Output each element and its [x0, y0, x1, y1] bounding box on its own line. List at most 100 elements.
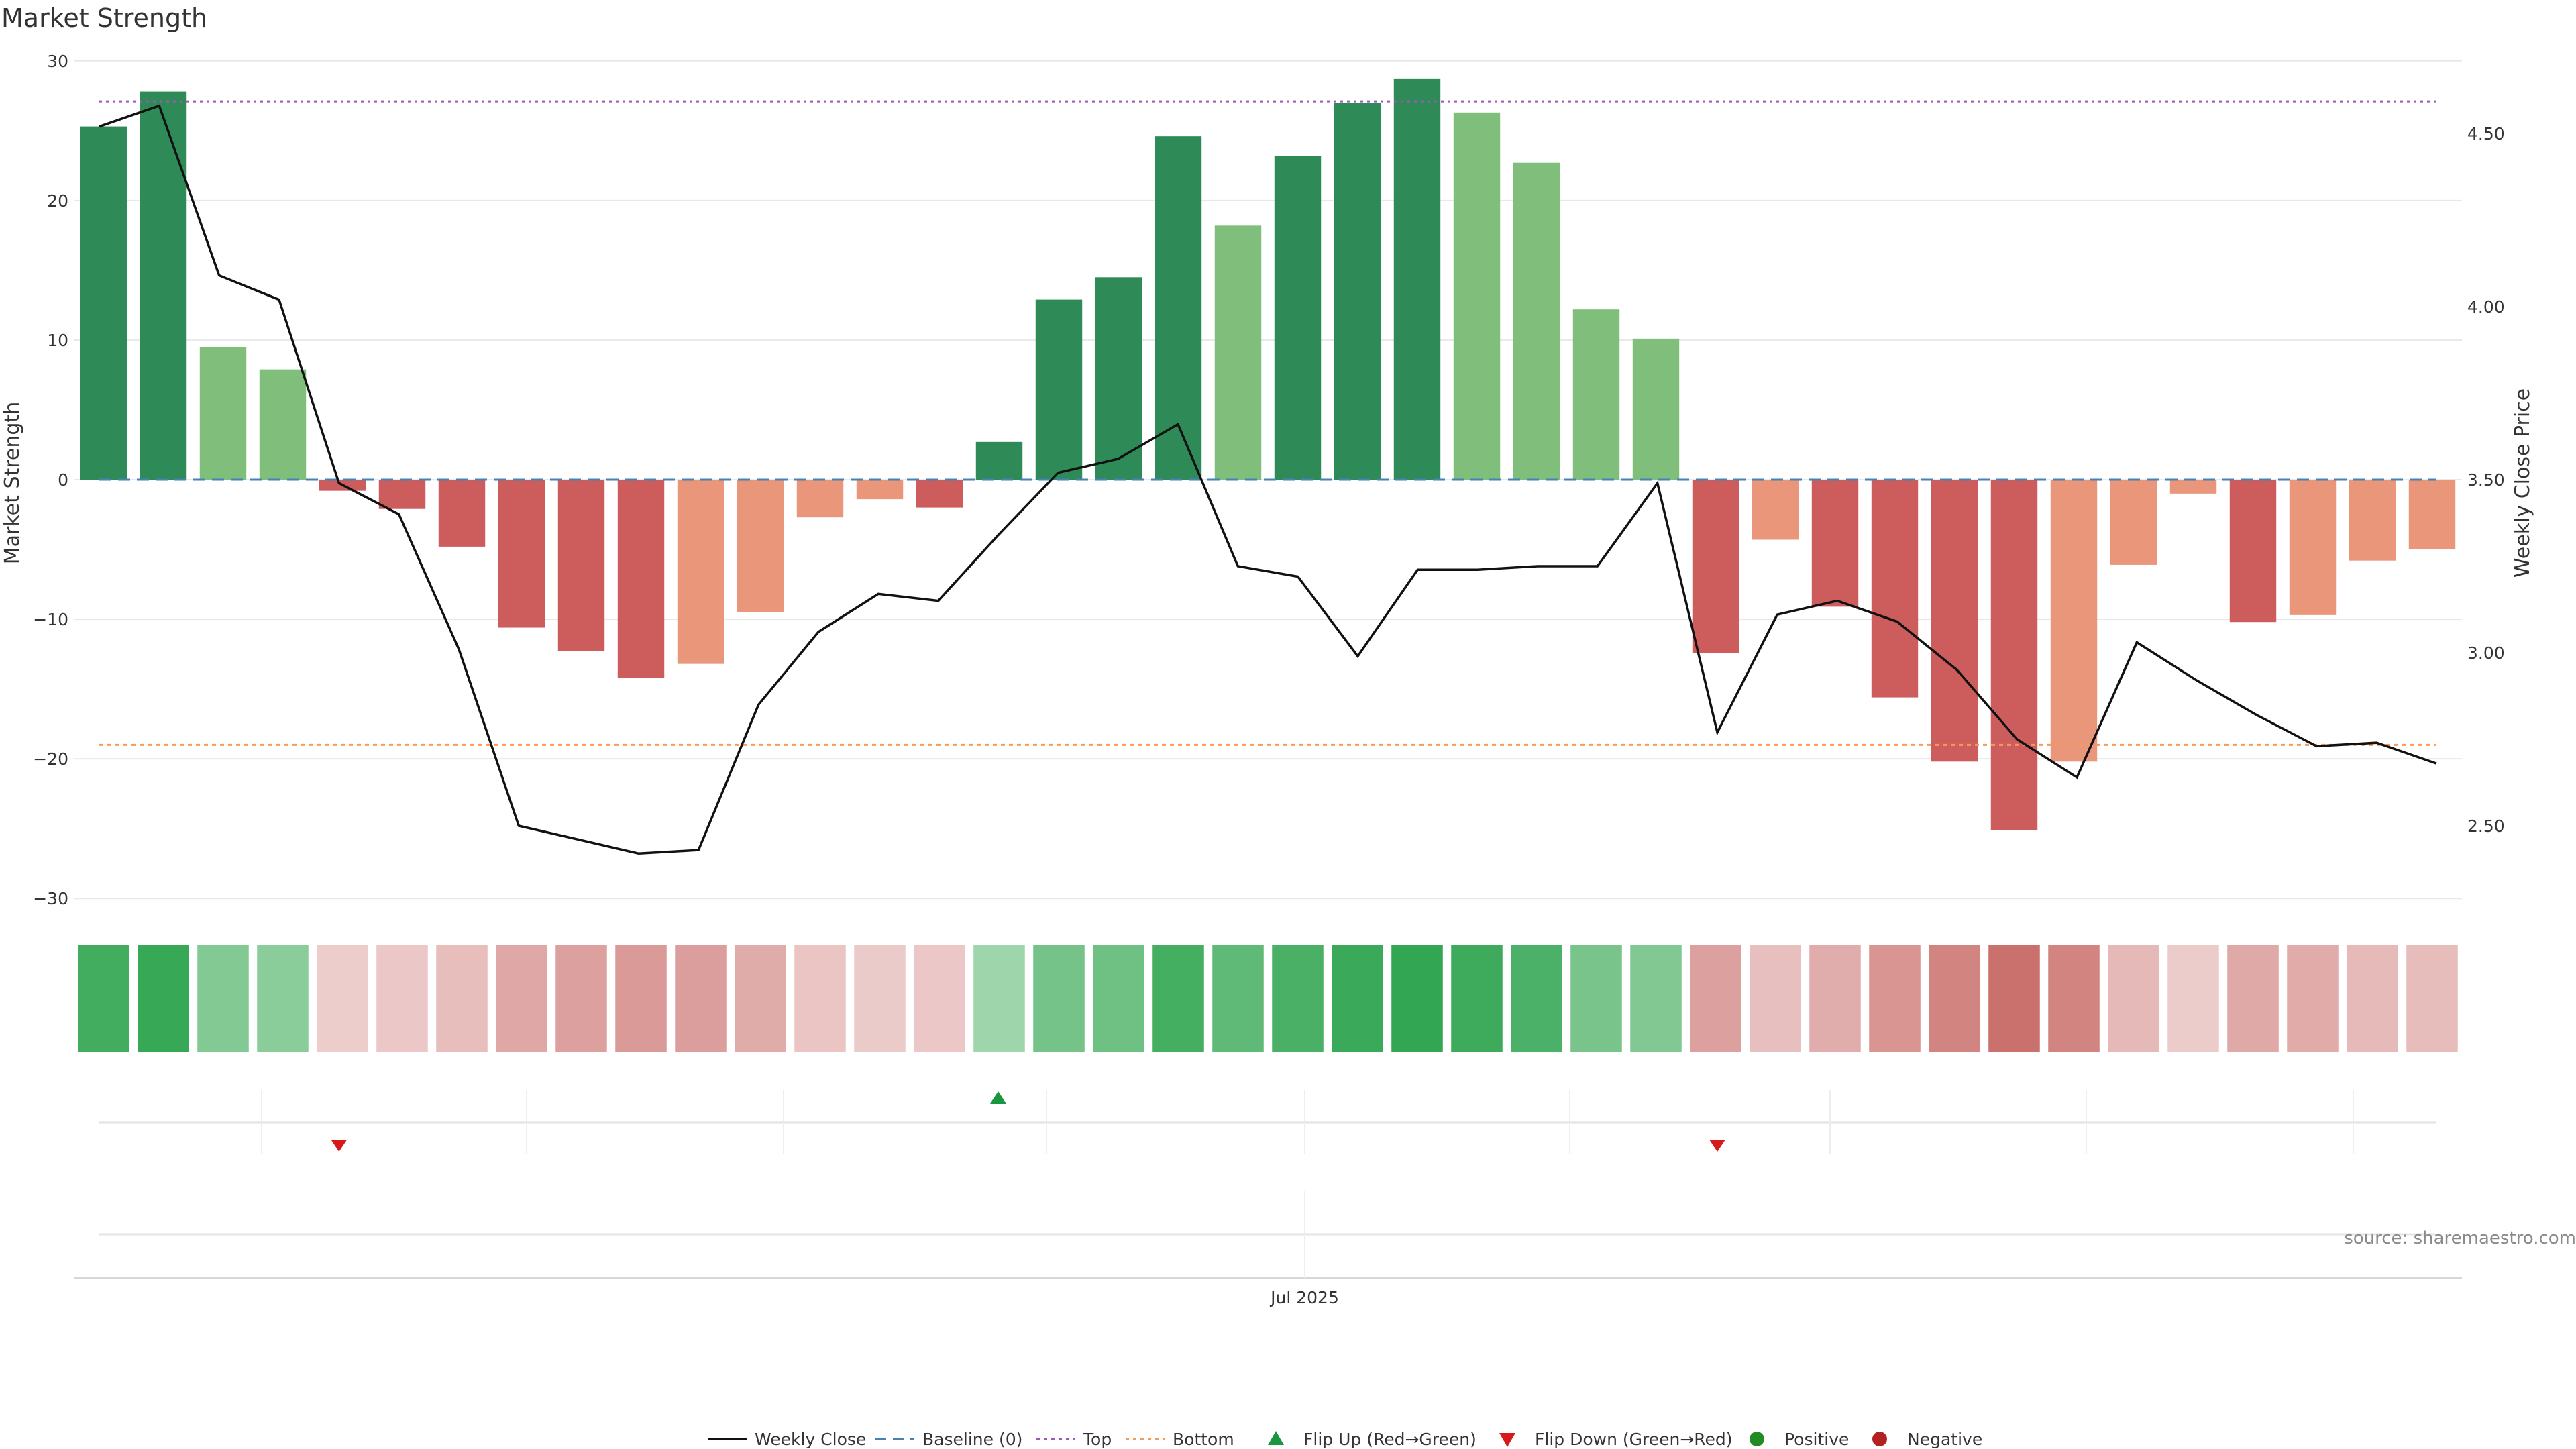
heat-cell [2048, 945, 2100, 1052]
strength-bar [378, 480, 426, 509]
strength-bar [2110, 480, 2157, 565]
flip-down-marker [331, 1140, 347, 1152]
legend-triangle-down-icon [1499, 1433, 1515, 1447]
strength-bar [856, 480, 904, 500]
strength-bar [2408, 480, 2456, 550]
strength-bar [1035, 299, 1083, 480]
y2-tick-label: 4.50 [2467, 124, 2505, 144]
y-tick-label: 20 [47, 191, 68, 211]
y-axis-label: Market Strength [1, 402, 24, 564]
date-panel: Jul 2025 [74, 1191, 2462, 1307]
legend-triangle-up-icon [1268, 1431, 1284, 1445]
legend-label: Bottom [1173, 1430, 1234, 1449]
heat-cell [1511, 945, 1562, 1052]
strength-bar [557, 480, 605, 651]
heat-cell [496, 945, 547, 1052]
strength-bar [1752, 480, 1799, 540]
strength-bar [1513, 162, 1560, 480]
heat-cell [2406, 945, 2458, 1052]
heat-cell [735, 945, 786, 1052]
y-tick-label: −10 [33, 610, 68, 629]
legend-circle-icon [1750, 1432, 1764, 1446]
heat-cell [1451, 945, 1503, 1052]
x-tick-label: Jul 2025 [1269, 1288, 1339, 1307]
y-tick-label: 0 [58, 470, 68, 490]
strength-bar [1990, 480, 2038, 830]
heat-cell [1391, 945, 1443, 1052]
heat-cell [1570, 945, 1622, 1052]
legend-label: Negative [1907, 1430, 1982, 1449]
strength-bar [1453, 112, 1501, 480]
strength-bar [1274, 156, 1322, 480]
heat-cell [1212, 945, 1264, 1052]
heat-cell [1152, 945, 1204, 1052]
legend-label: Positive [1784, 1430, 1849, 1449]
flip-down-marker [1709, 1140, 1725, 1152]
strength-bar [140, 91, 187, 480]
legend-label: Top [1083, 1430, 1112, 1449]
y2-axis-label: Weekly Close Price [2511, 388, 2534, 578]
strength-bar [438, 480, 486, 547]
heat-cell [197, 945, 249, 1052]
heat-cell [2108, 945, 2159, 1052]
y-tick-label: −30 [33, 889, 68, 908]
heat-cell [914, 945, 965, 1052]
strength-bar [975, 441, 1023, 480]
reference-lines [99, 100, 2436, 746]
weekly-close-line [99, 104, 2437, 855]
heat-cell [78, 945, 129, 1052]
strength-bar [199, 347, 247, 480]
source-note: source: sharemaestro.com [2344, 1228, 2576, 1248]
strength-bar [617, 480, 665, 678]
legend-label: Baseline (0) [922, 1430, 1022, 1449]
heat-cell [376, 945, 428, 1052]
heat-cell [1929, 945, 1980, 1052]
strength-bar [1334, 103, 1381, 480]
heat-cell [257, 945, 309, 1052]
y2-tick-label: 2.50 [2467, 816, 2505, 836]
y2-tick-label: 3.50 [2467, 470, 2505, 490]
heat-cell [1093, 945, 1144, 1052]
legend-label: Weekly Close [755, 1430, 866, 1449]
heat-cell [615, 945, 667, 1052]
heat-cell [1750, 945, 1801, 1052]
strength-bar [796, 480, 844, 518]
heat-cell [1630, 945, 1682, 1052]
strength-bar [1931, 480, 1978, 762]
heat-cell [1869, 945, 1921, 1052]
heat-cell [138, 945, 189, 1052]
strength-bar [2050, 480, 2098, 762]
heat-cell [2167, 945, 2219, 1052]
legend-label: Flip Down (Green→Red) [1535, 1430, 1733, 1449]
left-axis-ticks: 30 20 10 0 −10 −20 −30 [33, 52, 68, 908]
strength-bar [737, 480, 784, 612]
heat-cell [1033, 945, 1085, 1052]
strength-bar [1692, 480, 1739, 653]
strength-bar [1871, 480, 1919, 698]
heat-cell [2347, 945, 2398, 1052]
legend-circle-icon [1872, 1432, 1887, 1446]
strength-bar [1811, 480, 1859, 607]
heat-cell [317, 945, 368, 1052]
strength-bar [2229, 480, 2277, 623]
heat-cell [854, 945, 906, 1052]
heat-cell [1332, 945, 1383, 1052]
heat-strip [78, 945, 2458, 1052]
strength-bar [498, 480, 545, 628]
strength-bar [916, 480, 963, 508]
heat-cell [1690, 945, 1741, 1052]
strength-bar [259, 369, 307, 480]
strength-bar [1214, 225, 1262, 480]
y-tick-label: −20 [33, 749, 68, 769]
heat-cell [436, 945, 488, 1052]
heat-cell [1809, 945, 1861, 1052]
heat-cell [973, 945, 1025, 1052]
right-axis-ticks: 2.50 3.00 3.50 4.00 4.50 [2467, 124, 2505, 836]
strength-bar [1095, 277, 1142, 480]
strength-bar [2349, 480, 2396, 561]
flip-panel [99, 1090, 2436, 1154]
chart-title: Market Strength [1, 3, 207, 33]
strength-bar [677, 480, 724, 664]
strength-bar [1393, 78, 1441, 480]
